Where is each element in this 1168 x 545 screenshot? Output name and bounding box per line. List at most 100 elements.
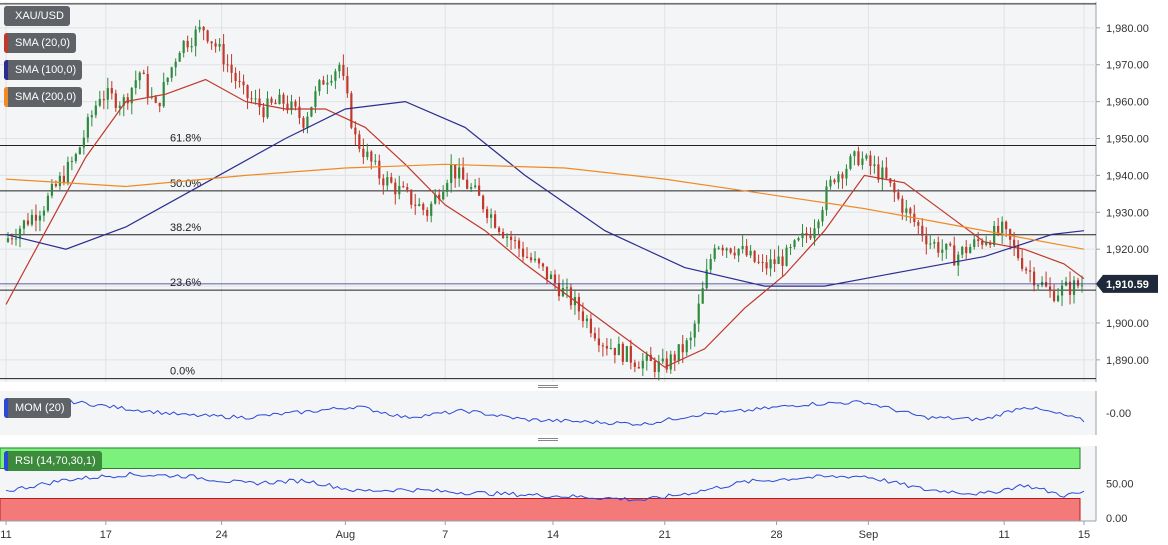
candle-body	[845, 168, 848, 179]
x-tick-label: 24	[215, 529, 227, 541]
candle-body	[354, 127, 357, 135]
candle-body	[106, 88, 109, 100]
legend-mom[interactable]: MOM (20)	[4, 398, 71, 418]
candle-body	[809, 235, 812, 239]
sma200-label: SMA (200,0)	[15, 91, 77, 103]
candle-body	[118, 105, 121, 108]
candle-body	[885, 167, 888, 179]
candle-body	[154, 96, 157, 103]
candle-body	[1036, 285, 1040, 287]
candle-body	[110, 88, 113, 94]
legend-sma100[interactable]: SMA (100,0)	[4, 60, 83, 80]
candle-body	[1048, 286, 1052, 292]
candle-body	[314, 91, 317, 107]
candle-body	[797, 238, 800, 241]
candle-body	[929, 243, 932, 245]
candle-body	[390, 177, 393, 183]
candle-body	[382, 178, 385, 186]
candle-body	[541, 263, 545, 267]
legend-swatch	[4, 451, 8, 471]
candle-body	[114, 93, 117, 108]
candle-body	[250, 98, 253, 100]
legend-sma20[interactable]: SMA (20,0)	[4, 33, 77, 53]
candle-body	[529, 257, 533, 261]
candle-body	[142, 72, 145, 75]
candle-body	[6, 238, 10, 242]
candle-body	[933, 242, 936, 244]
momentum-line	[5, 398, 1085, 426]
candle-body	[458, 167, 461, 179]
candle-body	[905, 208, 908, 213]
panel-resize-handle[interactable]	[538, 437, 558, 443]
candle-body	[613, 347, 616, 356]
rsi-oversold-zone	[0, 498, 1081, 522]
candle-body	[318, 80, 321, 92]
candle-body	[138, 72, 141, 81]
candle-body	[222, 43, 225, 65]
candle-body	[210, 41, 213, 44]
candle-body	[330, 80, 333, 83]
y-tick-label: 1,920.00	[1106, 244, 1149, 256]
candle-body	[26, 220, 30, 225]
candle-body	[90, 115, 93, 118]
candle-body	[10, 238, 14, 240]
candle-body	[785, 247, 788, 266]
candle-body	[50, 183, 54, 196]
candle-body	[370, 151, 373, 162]
candle-body	[166, 77, 169, 82]
panel-resize-handle[interactable]	[538, 384, 558, 390]
candle-body	[398, 186, 401, 195]
legend-rsi[interactable]: RSI (14,70,30,1)	[4, 451, 102, 471]
candle-body	[713, 248, 716, 259]
candle-body	[266, 98, 269, 118]
candle-body	[961, 246, 964, 255]
candle-body	[781, 256, 784, 266]
candle-body	[342, 64, 345, 77]
candle-body	[78, 147, 81, 155]
candle-body	[501, 232, 505, 238]
candle-body	[454, 164, 457, 179]
candle-body	[446, 182, 449, 192]
candle-body	[937, 242, 940, 253]
fibonacci-label: 38.2%	[170, 222, 201, 234]
candle-body	[1052, 291, 1056, 301]
x-tick-label: 15	[1078, 529, 1090, 541]
candle-body	[198, 26, 201, 30]
candle-body	[717, 247, 720, 249]
candle-body	[741, 245, 744, 249]
candle-body	[14, 238, 18, 240]
candle-body	[665, 358, 668, 370]
candle-body	[841, 174, 844, 179]
candle-body	[549, 274, 553, 279]
legend-sma200[interactable]: SMA (200,0)	[4, 87, 83, 107]
candle-body	[290, 101, 293, 111]
candle-body	[861, 158, 864, 165]
y-tick-label: 1,980.00	[1106, 23, 1149, 35]
rsi-label: RSI (14,70,30,1)	[15, 455, 96, 467]
last-price-tag	[1096, 274, 1158, 293]
fibonacci-label: 50.0%	[170, 178, 201, 190]
candle-body	[977, 239, 980, 242]
candle-body	[218, 43, 221, 47]
candle-body	[493, 214, 497, 228]
candle-body	[877, 164, 880, 180]
candle-body	[597, 338, 600, 346]
candle-body	[585, 318, 589, 322]
rsi-line	[5, 471, 1085, 502]
candle-body	[649, 354, 652, 362]
fibonacci-label: 61.8%	[170, 133, 201, 145]
candle-body	[70, 161, 73, 163]
candle-body	[897, 192, 900, 199]
candle-body	[82, 137, 85, 148]
candle-body	[450, 164, 453, 183]
candle-body	[865, 155, 868, 159]
candle-body	[54, 183, 58, 187]
candle-body	[973, 239, 976, 247]
candle-body	[693, 323, 696, 338]
candle-body	[422, 204, 425, 210]
y-tick-label: 1,890.00	[1106, 355, 1149, 367]
candle-body	[358, 134, 361, 149]
legend-symbol[interactable]: XAU/USD	[4, 6, 70, 26]
candle-body	[993, 225, 996, 246]
y-tick-label: 1,960.00	[1106, 97, 1149, 109]
